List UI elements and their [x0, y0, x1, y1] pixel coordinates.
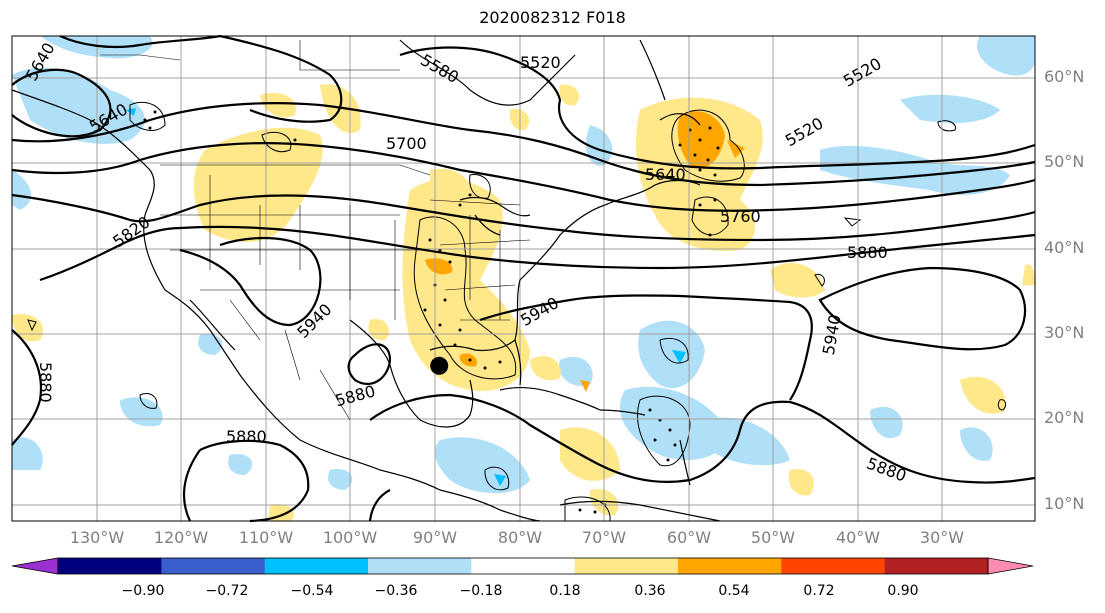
lat-label: 60°N [1044, 67, 1085, 86]
colorbar-tick-label: −0.18 [459, 583, 503, 599]
colorbar-tick-label: −0.54 [290, 583, 334, 599]
lon-label: 60°W [666, 528, 712, 547]
colorbar-segment [781, 558, 886, 574]
state-borders [100, 40, 531, 421]
lat-label: 30°N [1044, 323, 1085, 342]
colorbar-extend-max [987, 557, 1034, 575]
colorbar-segment [368, 558, 472, 574]
colorbar-tick-label: 0.54 [718, 583, 750, 599]
colorbar-tick-label: 0.72 [803, 583, 835, 599]
colorbar-extend-min [11, 557, 59, 575]
height-contours [11, 34, 1036, 523]
lon-label: 100°W [322, 528, 378, 547]
lon-label: 110°W [238, 528, 294, 547]
colorbar-tick-label: −0.36 [374, 583, 418, 599]
storm-center-marker [430, 356, 449, 375]
colorbar-segment [574, 558, 679, 574]
contour-label: 5880 [847, 243, 888, 262]
graticule [12, 36, 1035, 521]
colorbar-segment [884, 558, 989, 574]
lon-label: 80°W [497, 528, 543, 547]
colorbar-segment [264, 558, 369, 574]
colorbar-tick-label: −0.72 [205, 583, 249, 599]
map-frame [11, 35, 1036, 522]
map-title: 2020082312 F018 [479, 8, 626, 27]
colorbar-segment [678, 558, 782, 574]
lon-label: 50°W [750, 528, 796, 547]
colorbar [11, 557, 1034, 575]
contour-label: 5880 [226, 427, 267, 446]
contour-label: 5520 [520, 53, 561, 72]
lon-label: 90°W [412, 528, 458, 547]
lon-label: 120°W [153, 528, 209, 547]
lon-label: 130°W [69, 528, 125, 547]
contour-label: 5640 [645, 165, 686, 184]
colorbar-frame [57, 557, 989, 575]
map-panel [12, 36, 1035, 521]
lat-label: 50°N [1044, 152, 1085, 171]
colorbar-segment [471, 558, 576, 574]
lon-label: 70°W [581, 528, 627, 547]
lat-label: 10°N [1044, 494, 1085, 513]
lon-label: 30°W [919, 528, 965, 547]
colorbar-tick-label: 0.90 [887, 583, 919, 599]
contour-label: 5700 [386, 134, 427, 153]
colorbar-tick-label: 0.18 [549, 583, 581, 599]
contour-label: 5880 [36, 362, 55, 403]
colorbar-segment [161, 558, 266, 574]
lat-label: 40°N [1044, 238, 1085, 257]
contour-label: 5760 [720, 207, 761, 226]
lat-label: 20°N [1044, 408, 1085, 427]
colorbar-tick-label: −0.90 [121, 583, 165, 599]
colorbar-tick-label: 0.36 [634, 583, 666, 599]
lon-label: 40°W [835, 528, 881, 547]
colorbar-segment [58, 558, 162, 574]
coastlines [11, 39, 721, 522]
